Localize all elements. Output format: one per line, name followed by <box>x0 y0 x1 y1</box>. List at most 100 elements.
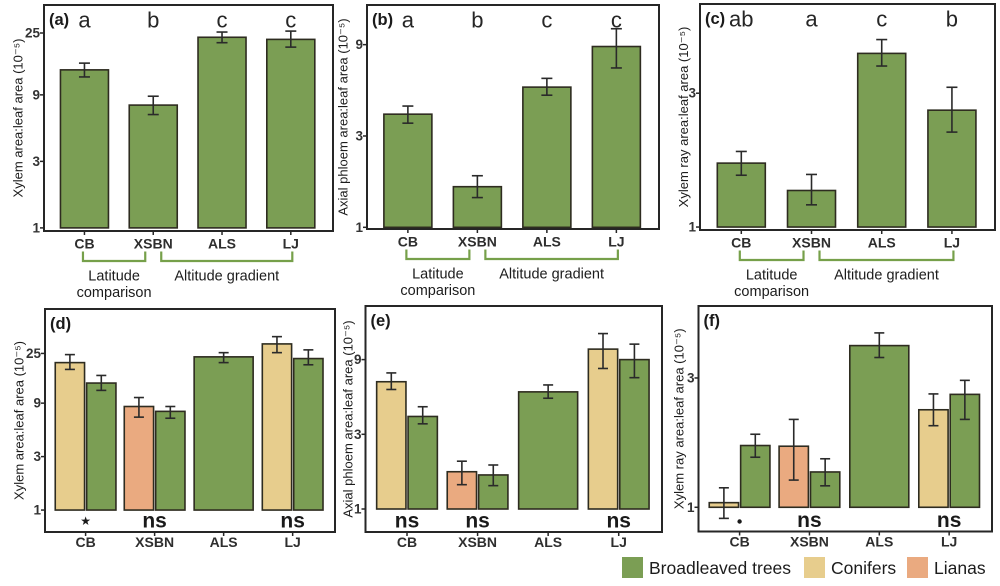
panel-box <box>697 305 993 533</box>
x-label-XSBN: XSBN <box>135 534 174 550</box>
y-tick-label: 1 <box>33 503 41 518</box>
bracket-XSBN-LJ <box>818 250 955 262</box>
panel-tag: (c) <box>705 10 725 28</box>
bar-LJ-conifers <box>917 408 949 509</box>
bracket-label-line: Altitude gradient <box>499 267 604 283</box>
error-bar-ALS-broadleaved <box>541 77 553 96</box>
x-label-ALS: ALS <box>533 234 561 250</box>
error-bar-ALS-broadleaved <box>874 332 885 359</box>
sig-label-XSBN: ns <box>465 510 490 533</box>
legend-swatch-conifers <box>804 557 825 578</box>
error-bar-LJ-broadleaved <box>285 30 297 48</box>
y-tick-label: 1 <box>354 502 362 517</box>
sig-label-LJ: ns <box>937 509 962 532</box>
sig-letter-XSBN: b <box>471 8 483 33</box>
legend-label-lianas: Lianas <box>934 558 986 578</box>
bracket-XSBN-LJ <box>484 249 619 261</box>
x-label-ALS: ALS <box>865 534 893 550</box>
y-tick-label: 3 <box>355 128 363 143</box>
error-bar-LJ-conifers <box>928 393 939 427</box>
bar-LJ-broadleaved <box>266 38 316 229</box>
x-label-CB: CB <box>74 236 94 252</box>
legend-label-conifers: Conifers <box>831 558 897 578</box>
error-bar-ALS-broadleaved <box>218 351 229 364</box>
bracket-label-line: comparison <box>734 284 809 300</box>
panel-tag: (f) <box>704 312 720 330</box>
y-axis-label: Xylem ray area:leaf area (10⁻⁵) <box>676 27 691 208</box>
panel-box <box>43 4 334 232</box>
sig-label-LJ: ns <box>280 510 305 533</box>
sig-letter-ALS: c <box>541 8 552 33</box>
bar-ALS-broadleaved <box>848 344 910 509</box>
bar-LJ-broadleaved <box>618 358 650 510</box>
bar-LJ-broadleaved <box>591 45 642 229</box>
y-tick-label: 9 <box>355 37 363 52</box>
bar-ALS-broadleaved <box>193 356 254 511</box>
error-bar-XSBN-lianas <box>456 460 467 486</box>
x-label-LJ: LJ <box>944 235 960 251</box>
y-tick-label: 3 <box>687 370 695 385</box>
y-axis-label: Xylem area:leaf area (10⁻⁵) <box>11 39 26 198</box>
bracket-label-line: comparison <box>77 285 152 300</box>
panel-box <box>699 3 996 231</box>
bracket-label-line: Latitude <box>746 268 798 284</box>
x-label-CB: CB <box>398 234 418 250</box>
legend-swatch-broadleaved <box>622 557 643 578</box>
bar-LJ-conifers <box>261 343 293 511</box>
x-label-XSBN: XSBN <box>790 534 829 550</box>
error-bar-CB-broadleaved <box>78 62 90 78</box>
bar-XSBN-broadleaved <box>128 104 179 229</box>
y-tick-label: 25 <box>26 346 42 361</box>
y-tick-label: 9 <box>33 396 41 411</box>
bracket-label-line: comparison <box>400 283 475 299</box>
bar-CB-broadleaved <box>383 113 433 229</box>
bar-CB-broadleaved <box>59 69 110 229</box>
sig-letter-ALS: c <box>876 7 887 32</box>
bar-XSBN-broadleaved <box>154 410 186 511</box>
bar-XSBN-lianas <box>123 405 155 511</box>
panel-tag: (a) <box>49 11 69 29</box>
sig-letter-LJ: c <box>611 8 622 33</box>
sig-letter-CB: a <box>78 8 91 33</box>
sig-label-CB: ns <box>395 510 420 533</box>
x-label-ALS: ALS <box>208 236 236 252</box>
bar-ALS-broadleaved <box>856 52 907 228</box>
legend-swatch-lianas <box>907 557 928 578</box>
panel-c: 1 3 ab CB a XSBN c ALS b LJ (c) Xylem ray area:leaf… <box>676 3 996 300</box>
error-bar-CB-broadleaved <box>96 374 107 392</box>
y-axis-label: Axial phloem area:leaf area (10⁻⁵) <box>341 320 356 517</box>
bracket-label-line: Altitude gradient <box>834 268 939 284</box>
y-tick-label: 3 <box>688 86 696 101</box>
x-label-ALS: ALS <box>210 534 238 550</box>
sig-dot-CB <box>737 519 742 524</box>
y-tick-label: 1 <box>32 220 40 235</box>
x-label-CB: CB <box>731 235 751 251</box>
error-bar-ALS-broadleaved <box>543 384 554 400</box>
x-label-LJ: LJ <box>941 534 957 550</box>
panel-box <box>366 4 660 230</box>
sig-label-LJ: ns <box>606 510 631 533</box>
y-tick-label: 1 <box>687 500 695 515</box>
x-label-ALS: ALS <box>534 534 562 550</box>
legend: Broadleaved trees Conifers Lianas <box>0 550 1000 586</box>
error-bar-XSBN-lianas <box>788 418 799 481</box>
bar-LJ-conifers <box>587 348 619 510</box>
y-axis-label: Axial phloem area:leaf area (10⁻⁵) <box>336 18 351 215</box>
x-label-CB: CB <box>75 534 95 550</box>
sig-letter-XSBN: b <box>147 8 159 33</box>
error-bar-LJ-broadleaved <box>959 379 970 421</box>
bar-CB-conifers <box>54 361 86 511</box>
bar-CB-broadleaved <box>85 382 117 511</box>
panel-f: 1 3 CB ns XSBN ALS ns LJ (f) Xylem ray area:leaf … <box>672 305 993 550</box>
bracket-CB-XSBN <box>405 249 471 261</box>
bracket-label-line: Latitude <box>88 269 140 285</box>
sig-letter-LJ: c <box>285 8 296 33</box>
bar-CB-conifers <box>375 380 407 510</box>
error-bar-CB-broadleaved <box>750 433 761 459</box>
y-tick-label: 25 <box>25 26 41 41</box>
x-label-LJ: LJ <box>284 534 300 550</box>
bracket-label-line: Altitude gradient <box>174 269 279 285</box>
x-label-XSBN: XSBN <box>792 235 831 251</box>
